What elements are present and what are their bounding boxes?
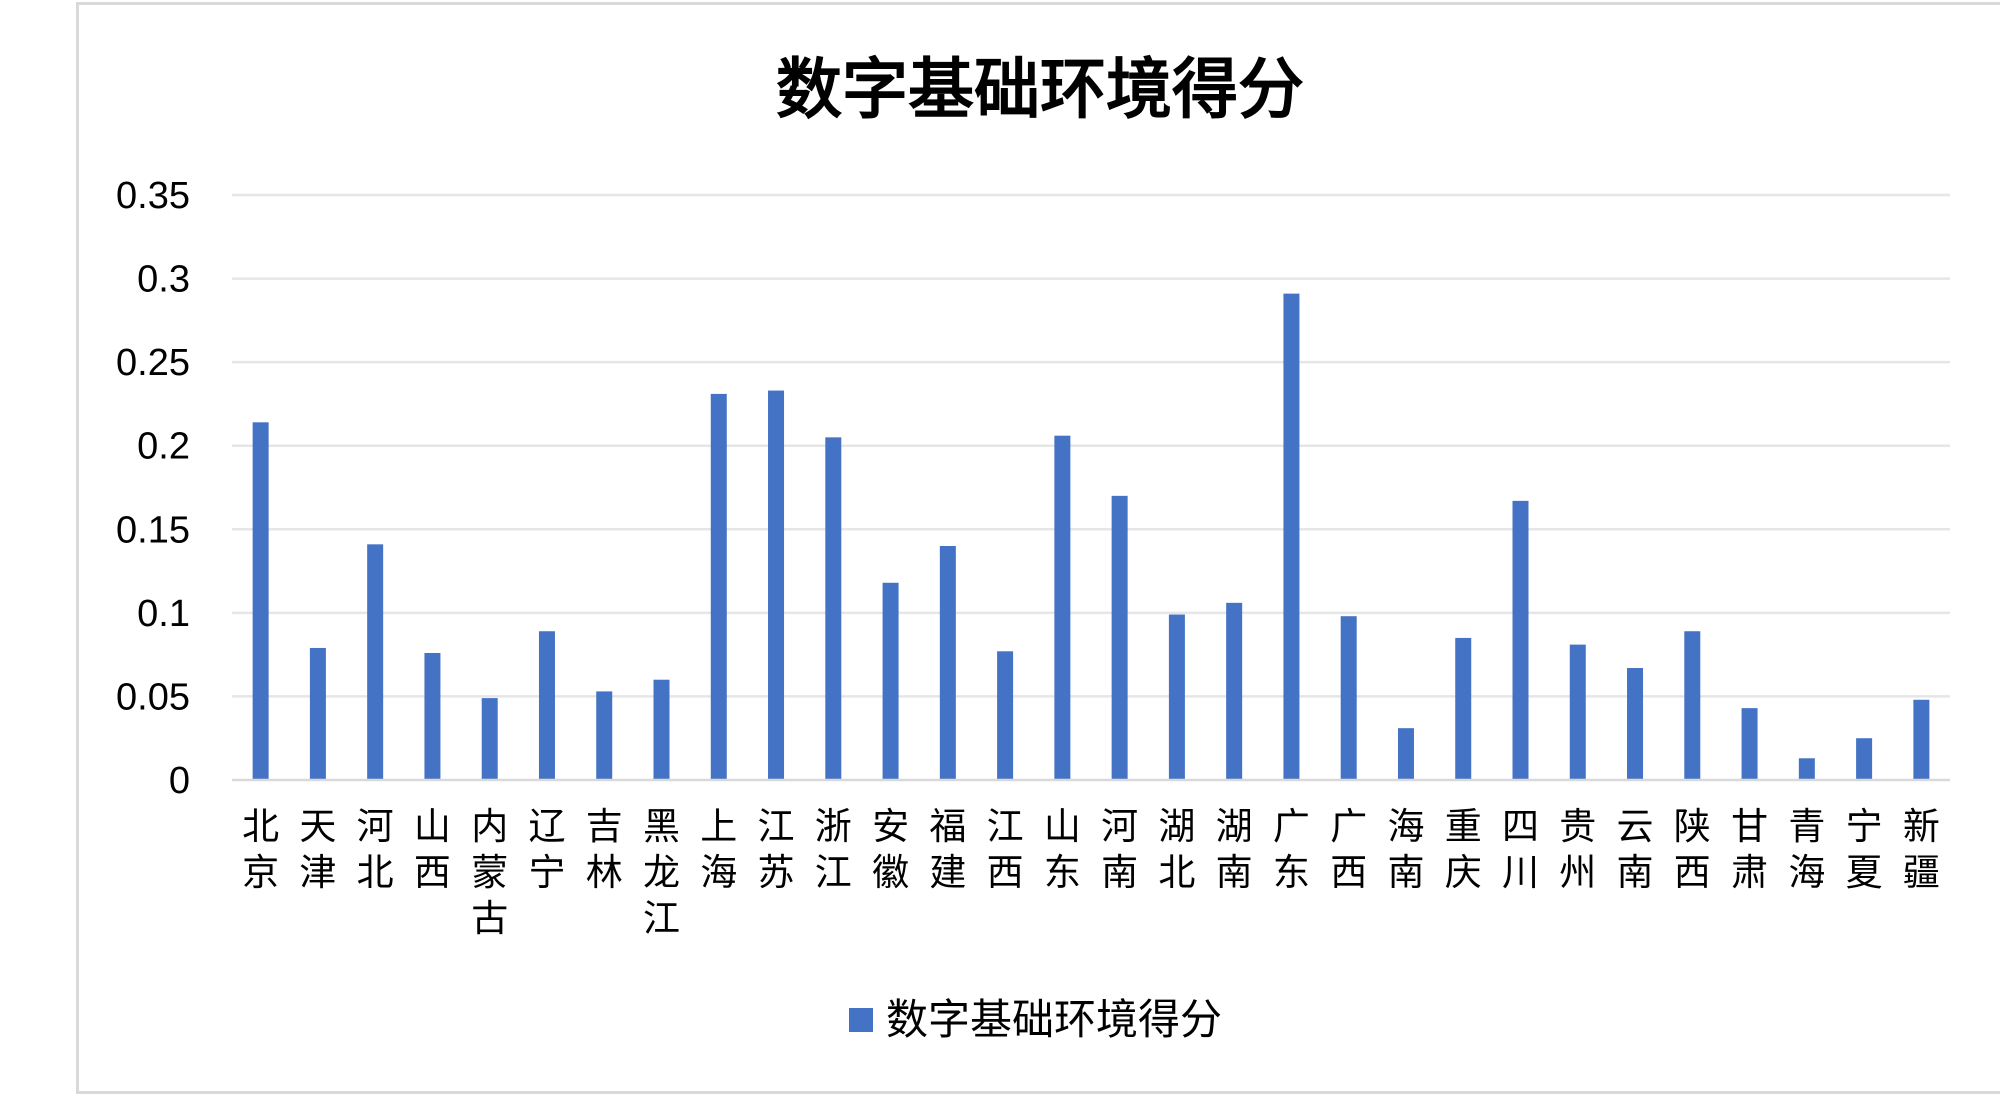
x-tick-label: 山西	[414, 805, 451, 894]
bar-12	[939, 546, 956, 780]
x-tick-label: 四川	[1502, 805, 1539, 894]
chart-frame	[76, 2, 2000, 1094]
x-tick-label: 上海	[700, 805, 737, 894]
x-tick-label: 广东	[1273, 805, 1310, 894]
bar-27	[1798, 758, 1815, 780]
bar-18	[1283, 293, 1300, 780]
bar-16	[1168, 614, 1185, 780]
gridlines	[232, 193, 1950, 698]
x-tick-label: 宁夏	[1846, 805, 1883, 894]
x-tick-label: 甘肃	[1731, 805, 1768, 894]
x-tick-label: 河北	[357, 805, 394, 894]
bar-11	[882, 582, 899, 780]
bar-9	[768, 390, 785, 780]
bar-7	[653, 679, 670, 780]
legend-swatch	[849, 1008, 873, 1032]
bar-19	[1340, 616, 1357, 780]
y-tick-label: 0	[169, 760, 190, 802]
bar-2	[367, 544, 384, 780]
x-tick-label: 河南	[1101, 805, 1138, 894]
x-tick-label: 吉林	[586, 805, 623, 894]
bar-8	[710, 393, 727, 780]
y-tick-label: 0.15	[116, 509, 190, 551]
y-tick-label: 0.05	[116, 676, 190, 718]
bar-25	[1684, 631, 1701, 780]
x-tick-label: 海南	[1387, 805, 1424, 894]
bar-3	[424, 652, 441, 780]
x-tick-label: 陕西	[1674, 805, 1711, 894]
legend: 数字基础环境得分	[849, 995, 1222, 1044]
x-tick-label: 云南	[1617, 805, 1654, 894]
x-tick-label: 浙江	[815, 805, 852, 894]
x-tick-label: 江西	[987, 805, 1024, 894]
x-tick-label: 辽宁	[528, 805, 565, 894]
legend-label: 数字基础环境得分	[886, 995, 1222, 1044]
y-tick-label: 0.1	[137, 593, 190, 635]
x-tick-label: 贵州	[1559, 805, 1596, 894]
x-tick-label: 湖南	[1216, 805, 1253, 894]
y-tick-label: 0.25	[116, 342, 190, 384]
x-tick-label: 江苏	[758, 805, 795, 894]
bar-14	[1054, 435, 1071, 780]
bars	[252, 293, 1930, 780]
bar-13	[997, 651, 1014, 780]
x-tick-label: 北京	[242, 805, 279, 894]
bar-26	[1741, 708, 1758, 780]
bar-22	[1512, 500, 1529, 780]
bar-24	[1627, 668, 1644, 780]
y-tick-label: 0.35	[116, 175, 190, 217]
bar-5	[538, 631, 555, 780]
bar-29	[1913, 699, 1930, 780]
x-tick-label: 青海	[1788, 805, 1825, 894]
bar-15	[1111, 495, 1128, 780]
x-tick-label: 广西	[1330, 805, 1367, 894]
bar-21	[1455, 637, 1472, 780]
x-tick-label: 重庆	[1445, 805, 1482, 894]
x-tick-label: 湖北	[1158, 805, 1195, 894]
x-tick-label: 福建	[929, 805, 966, 894]
x-tick-label: 安徽	[872, 805, 909, 894]
y-tick-label: 0.3	[137, 259, 190, 301]
bar-0	[252, 422, 269, 780]
x-tick-label: 新疆	[1903, 805, 1940, 894]
bar-28	[1856, 738, 1873, 780]
bar-23	[1569, 644, 1586, 780]
x-tick-label: 内蒙古	[471, 805, 508, 940]
y-axis-ticks: 0 0.05 0.1 0.15 0.2 0.25 0.3 0.35	[116, 175, 190, 802]
bar-17	[1226, 602, 1243, 780]
y-tick-label: 0.2	[137, 426, 190, 468]
bar-10	[825, 437, 842, 780]
bar-20	[1397, 728, 1414, 780]
x-axis-ticks: 北京天津河北山西内蒙古辽宁吉林黑龙江上海江苏浙江安徽福建江西山东河南湖北湖南广东…	[242, 805, 1940, 940]
bar-4	[481, 698, 498, 780]
bar-6	[596, 691, 613, 780]
chart-title: 数字基础环境得分	[776, 51, 1304, 128]
x-tick-label: 黑龙江	[643, 805, 680, 940]
x-tick-label: 天津	[299, 805, 336, 894]
x-tick-label: 山东	[1044, 805, 1081, 894]
bar-1	[309, 647, 326, 780]
